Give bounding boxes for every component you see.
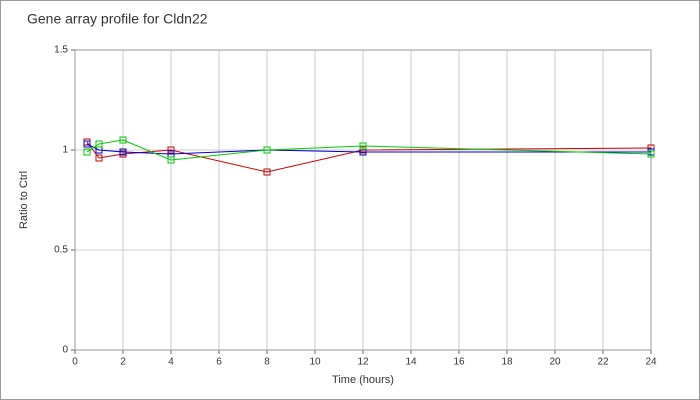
x-tick-label: 14 (405, 357, 417, 368)
point-marker (83, 140, 91, 148)
series-line (86, 139, 652, 161)
point-marker (167, 156, 175, 164)
x-tick-label: 22 (597, 357, 609, 368)
point-marker (647, 150, 655, 158)
x-tick-label: 12 (357, 357, 369, 368)
x-tick-label: 16 (453, 357, 465, 368)
plot: 00.511.50 2 4 6 8 10 12 14 16 18 20 22 24 (54, 45, 657, 368)
y-tick-label: 1.5 (54, 45, 68, 56)
y-tick-label: 0.5 (54, 245, 68, 256)
y-axis-label: Ratio to Ctrl (18, 171, 30, 229)
x-tick-label: 18 (501, 357, 513, 368)
point-marker (119, 136, 127, 144)
point-marker (83, 148, 91, 156)
plot-border (74, 49, 652, 351)
point-marker (359, 142, 367, 150)
x-axis-label: Time (hours) (332, 374, 394, 386)
point-marker (95, 140, 103, 148)
y-tick-label: 0 (62, 345, 68, 356)
x-tick-label: 0 (72, 357, 78, 368)
point-marker (263, 146, 271, 154)
x-tick-label: 2 (120, 357, 126, 368)
point-marker (119, 148, 127, 156)
series-line (86, 143, 651, 155)
point-marker (167, 146, 175, 154)
series-line (86, 141, 652, 173)
x-tick-label: 4 (168, 357, 174, 368)
x-tick-label: 8 (264, 357, 270, 368)
x-tick-label: 10 (309, 357, 321, 368)
x-tick-label: 20 (549, 357, 561, 368)
point-marker (95, 154, 103, 162)
point-marker (263, 168, 271, 176)
chart-title: Gene array profile for Cldn22 (27, 11, 208, 27)
x-tick-label: 24 (645, 357, 657, 368)
y-tick-label: 1 (62, 145, 68, 156)
x-tick-label: 6 (216, 357, 222, 368)
